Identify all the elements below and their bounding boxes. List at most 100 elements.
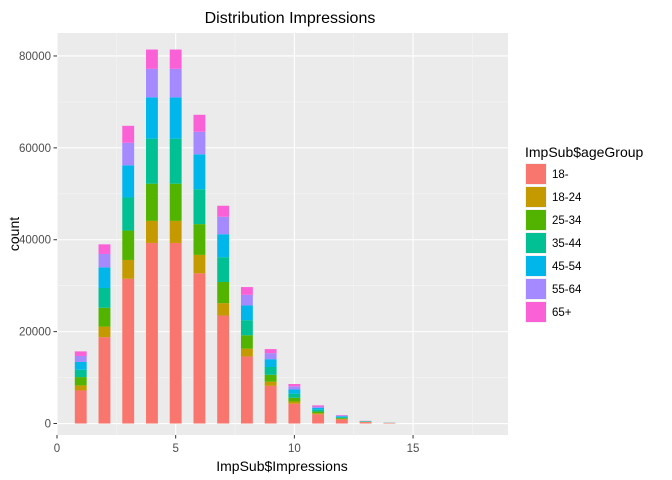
bar-segment (122, 197, 135, 231)
bar-segment (264, 381, 277, 386)
bar-segment (146, 183, 158, 221)
bar-segment (264, 374, 277, 382)
legend-label: 45-54 (552, 261, 582, 273)
bars (74, 49, 396, 424)
bar-segment (193, 154, 206, 190)
bar-segment (240, 294, 253, 306)
legend-title: ImpSub$ageGroup (525, 144, 644, 160)
bar-segment (217, 234, 230, 258)
legend-label: 18-24 (552, 192, 582, 204)
bar-segment (288, 393, 301, 398)
legend-label: 65+ (552, 307, 572, 319)
y-tick-label: 0 (45, 419, 51, 431)
bar-segment (169, 220, 182, 243)
legend-swatch (526, 233, 546, 253)
bar-segment (217, 282, 230, 304)
x-tick-label: 5 (172, 443, 178, 455)
bar-segment (312, 411, 325, 414)
bar-segment (240, 305, 253, 321)
x-axis-title: ImpSub$Impressions (216, 458, 348, 474)
bar-segment (288, 384, 301, 387)
bar-segment (312, 414, 325, 424)
bar-segment (217, 216, 230, 235)
legend-swatch (526, 164, 546, 184)
bar-segment (169, 97, 182, 139)
bar-segment (98, 287, 111, 308)
bar-segment (193, 254, 206, 274)
bar-segment (98, 253, 111, 268)
bar-segment (359, 422, 372, 424)
bar-segment (335, 416, 348, 418)
bar-segment (312, 407, 325, 410)
bar-segment (193, 189, 206, 225)
legend-label: 35-44 (552, 238, 582, 250)
bar-segment (146, 242, 158, 424)
bar-segment (98, 307, 111, 327)
bar-segment (193, 114, 206, 132)
legend-label: 25-34 (552, 215, 582, 227)
y-tick-label: 20000 (19, 327, 51, 339)
bar-segment (335, 418, 348, 419)
bar-segment (193, 131, 206, 155)
bar-segment (264, 385, 277, 424)
x-tick-label: 15 (407, 443, 420, 455)
bar-segment (217, 205, 230, 217)
bar-segment (146, 97, 158, 139)
bar-segment (240, 348, 253, 357)
legend-label: 55-64 (552, 284, 582, 296)
bar-segment (169, 49, 182, 69)
bar-segment (312, 409, 325, 412)
legend-swatch (526, 279, 546, 299)
bar-segment (122, 165, 135, 198)
bar-segment (169, 242, 182, 424)
bar-segment (240, 320, 253, 336)
bar-segment (122, 125, 135, 143)
bar-segment (335, 415, 348, 417)
bar-segment (264, 367, 277, 375)
bar-segment (122, 230, 135, 260)
bar-segment (169, 68, 182, 98)
x-tick-label: 0 (54, 443, 60, 455)
bar-segment (335, 419, 348, 424)
bar-segment (264, 349, 277, 354)
bar-segment (74, 361, 87, 370)
bar-segment (74, 385, 87, 391)
bar-segment (288, 403, 301, 424)
y-axis-title: count (6, 217, 22, 251)
bar-segment (312, 405, 325, 407)
bar-segment (98, 244, 111, 254)
y-tick-label: 80000 (19, 51, 51, 63)
bar-segment (217, 315, 230, 424)
bar-segment (146, 68, 158, 98)
bar-segment (217, 257, 230, 283)
bar-segment (74, 355, 87, 362)
bar-segment (264, 353, 277, 360)
bar-segment (98, 267, 111, 288)
legend-swatch (526, 187, 546, 207)
bar-segment (74, 390, 87, 424)
bar-segment (146, 138, 158, 184)
legend-swatch (526, 302, 546, 322)
y-tick-label: 40000 (19, 235, 51, 247)
x-tick-label: 10 (288, 443, 301, 455)
bar-segment (98, 326, 111, 338)
bar-segment (169, 138, 182, 184)
bar-segment (122, 259, 135, 279)
bar-segment (312, 413, 325, 415)
y-tick-label: 60000 (19, 143, 51, 155)
legend: ImpSub$ageGroup 18- 18-24 25-34 35-44 45-54 5… (525, 144, 644, 323)
bar-segment (98, 337, 111, 424)
bar-segment (74, 351, 87, 356)
bar-segment (217, 303, 230, 316)
bar-segment (74, 369, 87, 378)
bar-segment (74, 377, 87, 386)
bar-segment (312, 406, 325, 408)
bar-segment (264, 359, 277, 368)
bar-segment (122, 278, 135, 424)
bar-segment (169, 183, 182, 221)
bar-segment (240, 287, 253, 295)
bar-segment (193, 224, 206, 255)
legend-swatch (526, 210, 546, 230)
bar-segment (122, 142, 135, 166)
bar-segment (288, 401, 301, 404)
